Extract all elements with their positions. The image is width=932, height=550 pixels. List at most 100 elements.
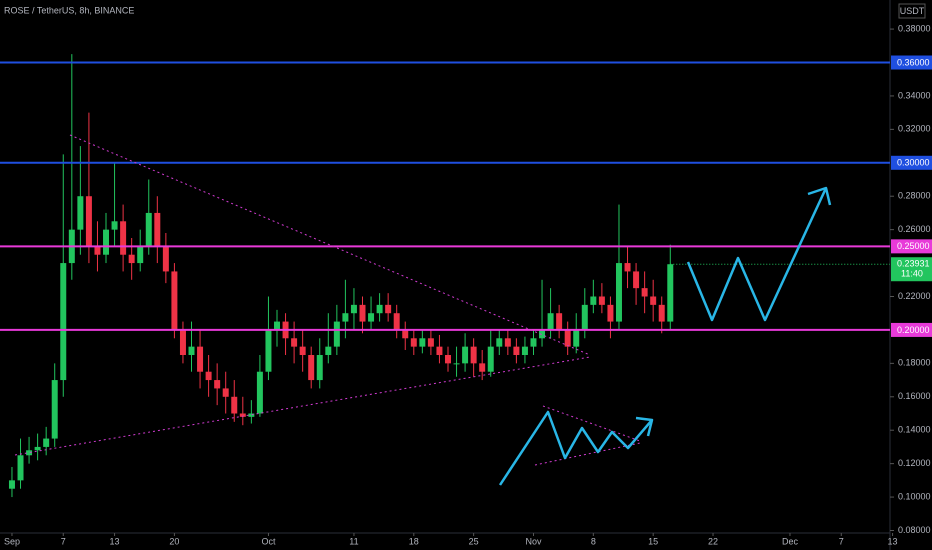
candle-body (633, 271, 640, 289)
x-tick-label: Nov (525, 536, 542, 546)
candle-body (436, 346, 443, 355)
candle-body (111, 221, 118, 230)
y-tick-label: 0.12000 (898, 458, 931, 468)
candle-body (624, 263, 631, 272)
level-label: 0.36000 (897, 57, 930, 67)
candle-body (376, 304, 383, 314)
candle-body (419, 338, 426, 347)
x-tick-label: 13 (888, 536, 898, 546)
candle-body (650, 296, 657, 305)
candle-body (239, 413, 246, 417)
candle-body (504, 338, 511, 347)
candle-body (333, 321, 340, 347)
candle-body (256, 371, 263, 414)
candle-body (547, 313, 554, 330)
currency-label: USDT (900, 6, 925, 16)
x-tick-label: 25 (469, 536, 479, 546)
candle-body (274, 321, 280, 330)
candle-body (291, 338, 298, 347)
candle-body (197, 346, 204, 372)
candle-body (521, 346, 528, 355)
candle-body (556, 313, 563, 330)
candle-body (667, 264, 674, 322)
level-label-box (891, 322, 932, 337)
candle-body (299, 346, 306, 355)
x-tick-label: 8 (591, 536, 596, 546)
x-tick-label: 15 (648, 536, 658, 546)
candle-body (658, 304, 665, 322)
candle-body (94, 246, 101, 255)
level-label: 0.30000 (897, 158, 930, 168)
candle-body (479, 363, 486, 372)
candle-body (316, 354, 323, 381)
candle-body (573, 329, 580, 347)
arrowhead (807, 186, 832, 206)
candle-body (350, 304, 357, 314)
candle-body (171, 271, 178, 330)
trendline (69, 134, 591, 356)
y-tick-label: 0.34000 (898, 90, 931, 100)
candle-body (462, 346, 469, 364)
candle-body (77, 196, 84, 230)
candle-body (231, 396, 238, 414)
candle-body (26, 450, 33, 456)
y-tick-label: 0.10000 (898, 491, 931, 501)
x-tick-label: 13 (110, 536, 120, 546)
x-tick-label: 11 (349, 536, 358, 546)
candle-body (410, 338, 417, 347)
candle-body (402, 329, 409, 339)
x-tick-label: 7 (839, 536, 844, 546)
y-tick-label: 0.08000 (898, 525, 931, 535)
candle-body (85, 196, 92, 247)
candle-body (205, 371, 212, 381)
candle-body (598, 296, 605, 305)
candle-body (137, 246, 144, 264)
y-tick-label: 0.16000 (898, 391, 931, 401)
candle-body (308, 354, 315, 381)
y-tick-label: 0.28000 (898, 191, 931, 201)
trendlines (14, 134, 641, 466)
x-tick-label: Dec (782, 536, 799, 546)
candle-body (128, 254, 135, 264)
x-tick-label: 22 (708, 536, 718, 546)
trendline (14, 356, 591, 456)
level-label-box (891, 55, 932, 70)
candle-body (427, 338, 434, 347)
candle-body (222, 388, 229, 397)
candle-body (359, 304, 366, 322)
candle-body (145, 212, 152, 247)
candle-body (188, 346, 195, 355)
candle-body (51, 380, 58, 439)
candle-body (265, 329, 272, 372)
level-label: 0.20000 (897, 325, 930, 335)
trendline (542, 405, 641, 442)
candle-body (539, 329, 546, 339)
candle-body (487, 346, 494, 372)
y-tick-label: 0.38000 (898, 23, 931, 33)
zigzag (686, 187, 828, 322)
candle-body (368, 313, 375, 322)
candle-body (103, 229, 110, 255)
level-label-box (891, 239, 932, 254)
candle-body (453, 363, 460, 365)
level-label-box (891, 155, 932, 170)
projection (498, 186, 832, 486)
candle-body (641, 288, 648, 297)
candle-body (385, 304, 392, 314)
arrowhead (635, 416, 654, 437)
candle-body (513, 346, 520, 355)
candle-body (342, 313, 349, 322)
y-tick-label: 0.22000 (898, 291, 931, 301)
candle-body (496, 338, 503, 347)
candle-body (470, 346, 477, 364)
candle-body (530, 338, 537, 347)
candle-body (60, 263, 67, 381)
x-tick-label: Sep (4, 536, 20, 546)
last-price-time: 11:40 (901, 269, 923, 279)
x-tick-label: 7 (61, 536, 66, 546)
y-tick-label: 0.32000 (898, 124, 931, 134)
level-label: 0.25000 (897, 241, 930, 251)
candle-body (214, 380, 221, 389)
